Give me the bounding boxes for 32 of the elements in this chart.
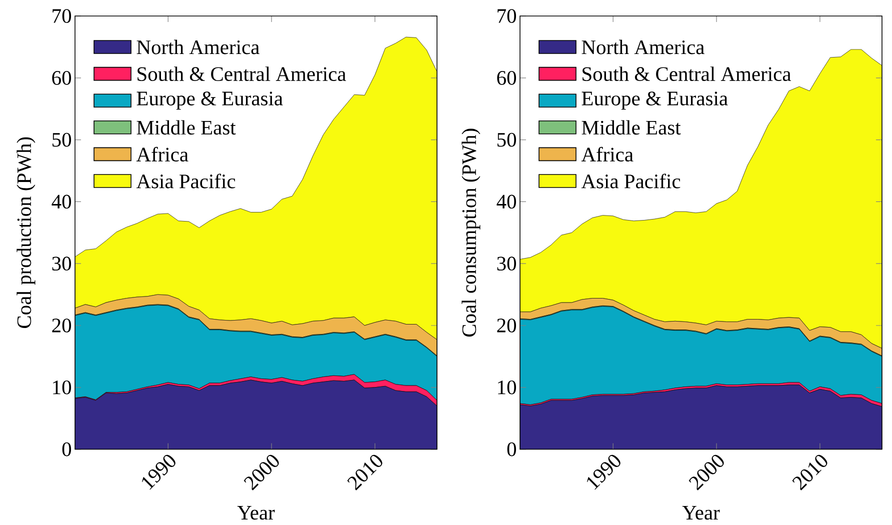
legend-label: Asia Pacific (581, 174, 680, 188)
y-tick-label: 20 (52, 318, 72, 332)
y-tick-label: 30 (497, 256, 516, 271)
y-tick-label: 70 (52, 9, 72, 23)
legend-label: Europe & Eurasia (136, 92, 283, 110)
legend-label: South & Central America (138, 66, 346, 82)
y-tick-label: 50 (52, 132, 72, 147)
y-tick-label: 60 (497, 70, 516, 85)
legend-label: Africa (136, 146, 188, 162)
legend-label: Europe & Eurasia (582, 92, 728, 110)
y-tick-label: 40 (496, 194, 516, 209)
y-tick-label: 0 (62, 442, 72, 456)
legend-label: North America (582, 40, 704, 54)
y-tick-label: 70 (498, 9, 516, 23)
legend-label: Middle East (582, 120, 681, 135)
x-axis-title: Year (682, 506, 720, 520)
x-axis-title: Year (237, 506, 275, 520)
y-tick-label: 30 (52, 256, 72, 271)
legend-label: South & Central America (582, 66, 791, 82)
y-tick-label: 10 (498, 380, 516, 394)
legend-label: Asia Pacific (136, 174, 236, 188)
y-tick-label: 50 (497, 132, 516, 147)
legend-label: Africa (581, 146, 634, 162)
y-tick-label: 20 (497, 318, 516, 332)
y-tick-label: 40 (52, 194, 72, 209)
y-tick-label: 10 (53, 380, 72, 394)
legend-label: North America (136, 40, 260, 54)
legend-label: Middle East (136, 120, 236, 135)
y-axis-title: Coal consumption (PWh) (462, 128, 480, 337)
y-axis-title: Coal production (PWh) (16, 137, 36, 328)
y-tick-label: 0 (507, 442, 516, 456)
y-tick-label: 60 (52, 70, 72, 85)
